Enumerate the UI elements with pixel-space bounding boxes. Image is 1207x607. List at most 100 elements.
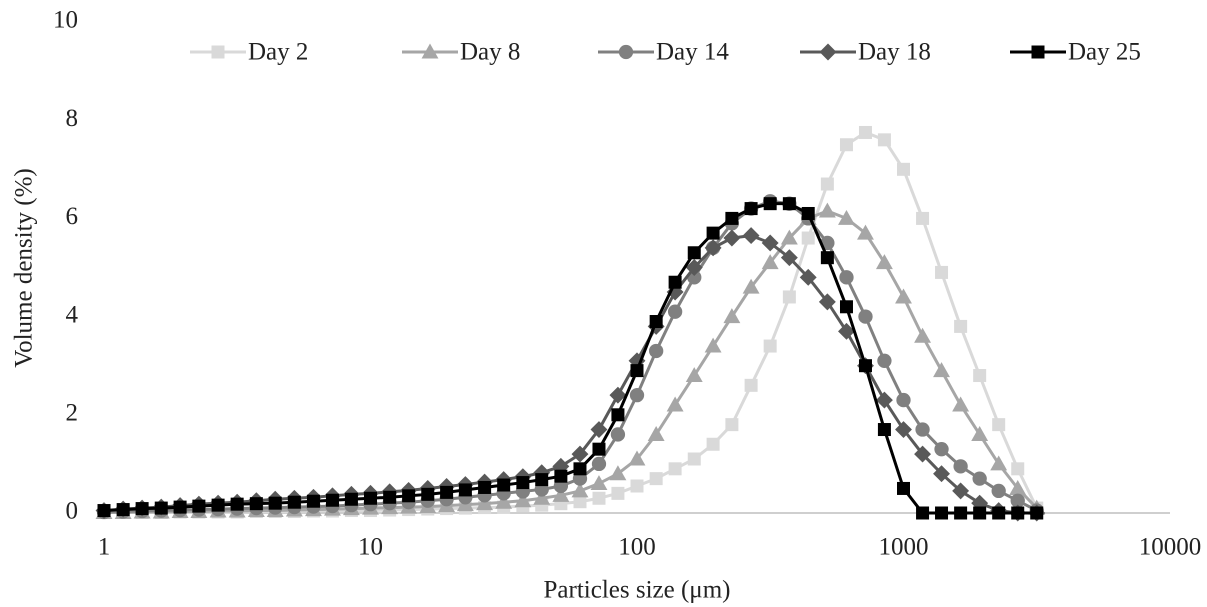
- x-tick-label: 1000: [879, 534, 929, 561]
- marker: [685, 259, 703, 276]
- marker: [590, 421, 608, 438]
- marker: [230, 497, 244, 511]
- marker: [476, 495, 494, 511]
- marker: [649, 315, 663, 329]
- marker: [421, 43, 439, 59]
- marker: [723, 308, 741, 324]
- marker: [780, 229, 798, 245]
- marker: [591, 456, 607, 472]
- marker: [516, 476, 530, 490]
- marker: [914, 445, 932, 463]
- marker: [935, 265, 949, 279]
- marker: [952, 396, 970, 412]
- marker: [268, 496, 282, 510]
- marker: [971, 425, 989, 441]
- marker: [897, 162, 910, 176]
- y-tick-label: 4: [66, 301, 79, 328]
- marker: [668, 275, 682, 289]
- marker: [801, 231, 815, 245]
- marker: [992, 418, 1006, 432]
- series: [97, 197, 1044, 520]
- marker: [618, 44, 634, 60]
- marker: [325, 493, 339, 507]
- y-tick-label: 8: [66, 105, 79, 132]
- marker: [763, 197, 777, 211]
- marker: [914, 327, 932, 343]
- marker: [954, 506, 968, 520]
- marker: [799, 268, 817, 286]
- marker: [954, 319, 968, 333]
- marker: [592, 442, 606, 456]
- marker: [192, 499, 206, 513]
- marker: [761, 254, 779, 270]
- marker: [535, 473, 549, 487]
- marker: [706, 226, 720, 240]
- marker: [877, 133, 891, 147]
- marker: [704, 239, 722, 257]
- marker: [838, 209, 855, 225]
- marker: [915, 422, 930, 437]
- marker: [649, 343, 664, 359]
- marker: [992, 506, 1006, 520]
- marker: [668, 462, 682, 476]
- marker: [916, 506, 930, 520]
- marker: [761, 234, 779, 252]
- marker: [973, 506, 987, 520]
- marker: [858, 359, 872, 373]
- marker: [552, 486, 570, 502]
- marker: [478, 480, 492, 494]
- marker: [973, 369, 987, 383]
- marker: [820, 251, 834, 265]
- marker: [458, 483, 472, 497]
- marker: [897, 481, 910, 495]
- marker: [533, 489, 551, 505]
- marker: [934, 442, 949, 457]
- marker: [782, 197, 796, 211]
- marker: [630, 364, 644, 378]
- marker: [211, 45, 225, 59]
- marker: [839, 138, 853, 152]
- marker: [592, 491, 606, 505]
- marker: [839, 270, 854, 285]
- marker: [421, 487, 435, 501]
- marker: [839, 300, 853, 314]
- marker: [972, 471, 987, 486]
- marker: [858, 309, 873, 324]
- marker: [742, 227, 760, 245]
- marker: [780, 249, 798, 267]
- marker: [173, 500, 187, 514]
- marker: [1011, 506, 1025, 520]
- marker: [647, 425, 665, 441]
- x-tick-label: 10000: [1139, 534, 1202, 561]
- marker: [571, 445, 589, 463]
- marker: [609, 465, 627, 481]
- marker: [933, 362, 950, 378]
- marker: [875, 254, 893, 270]
- y-tick-label: 10: [53, 7, 78, 34]
- marker: [895, 288, 912, 304]
- marker: [440, 485, 454, 499]
- marker: [990, 455, 1008, 471]
- x-tick-label: 100: [618, 534, 656, 561]
- marker: [497, 478, 511, 492]
- marker: [819, 43, 837, 61]
- marker: [991, 483, 1006, 499]
- marker: [402, 489, 416, 503]
- legend-label: Day 2: [248, 39, 308, 66]
- marker: [916, 211, 930, 225]
- marker: [1010, 493, 1025, 508]
- marker: [611, 408, 625, 422]
- marker: [611, 486, 625, 500]
- marker: [857, 224, 874, 240]
- x-axis-title: Particles size (μm): [544, 577, 731, 604]
- marker: [630, 479, 644, 493]
- y-tick-label: 2: [66, 400, 79, 427]
- x-tick-label: 10: [358, 534, 383, 561]
- marker: [571, 482, 589, 498]
- marker: [725, 211, 739, 225]
- marker: [495, 493, 513, 509]
- marker: [725, 418, 739, 432]
- marker: [154, 501, 168, 515]
- marker: [344, 492, 358, 506]
